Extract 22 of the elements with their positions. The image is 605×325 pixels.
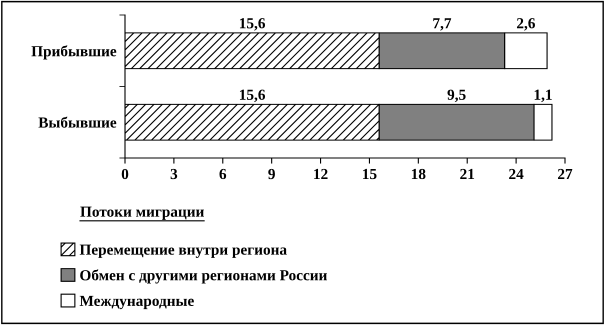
x-tick-label: 18 [412,168,426,180]
x-axis-title: Потоки миграции [80,206,204,220]
data-label: 9,5 [448,90,466,102]
legend-label: Перемещение внутри региона [80,244,287,258]
x-tick-label: 15 [363,168,377,180]
x-tick-label: 27 [558,168,572,180]
x-tick-label: 0 [122,168,128,180]
x-tick-label: 12 [314,168,328,180]
x-tick-label: 24 [509,168,524,180]
y-tick-label: Прибывшие [31,45,116,60]
x-tick-label: 6 [219,168,226,180]
data-label: 15,6 [240,18,266,31]
data-label: 7,7 [433,18,452,31]
data-label: 15,6 [240,90,266,102]
x-tick-label: 3 [170,168,178,180]
legend-label: Международные [80,296,194,310]
data-label: 1,1 [534,90,552,102]
data-label: 2,6 [516,18,535,31]
x-tick-label: 9 [268,168,275,180]
legend-label: Обмен с другими регионами России [80,269,327,284]
x-tick-label: 21 [460,168,474,180]
y-tick-label: Выбывшие [38,116,116,128]
